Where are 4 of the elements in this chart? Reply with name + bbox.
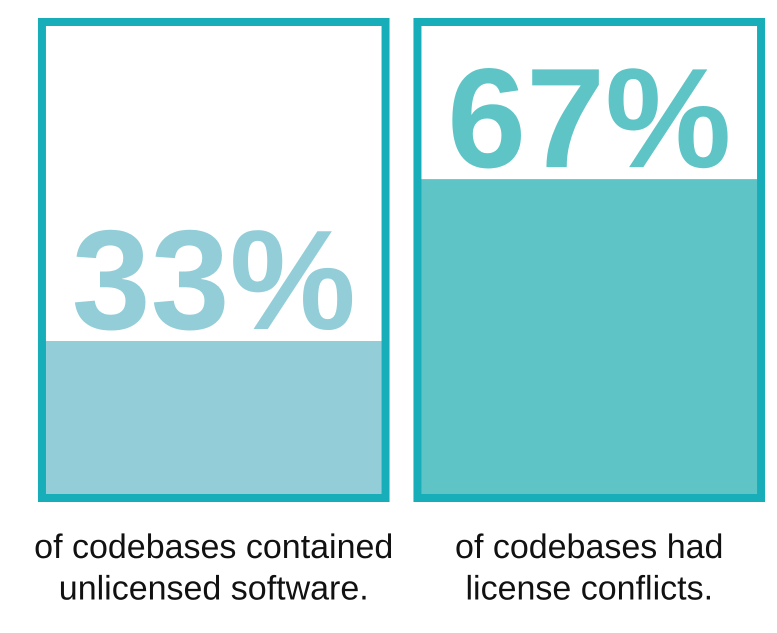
- x-tick-label: of codebases contained unlicensed software.: [34, 528, 394, 608]
- data-label: 33%: [72, 200, 356, 360]
- data-label: 67%: [447, 39, 732, 198]
- x-tick-label: of codebases had license conflicts.: [455, 528, 724, 608]
